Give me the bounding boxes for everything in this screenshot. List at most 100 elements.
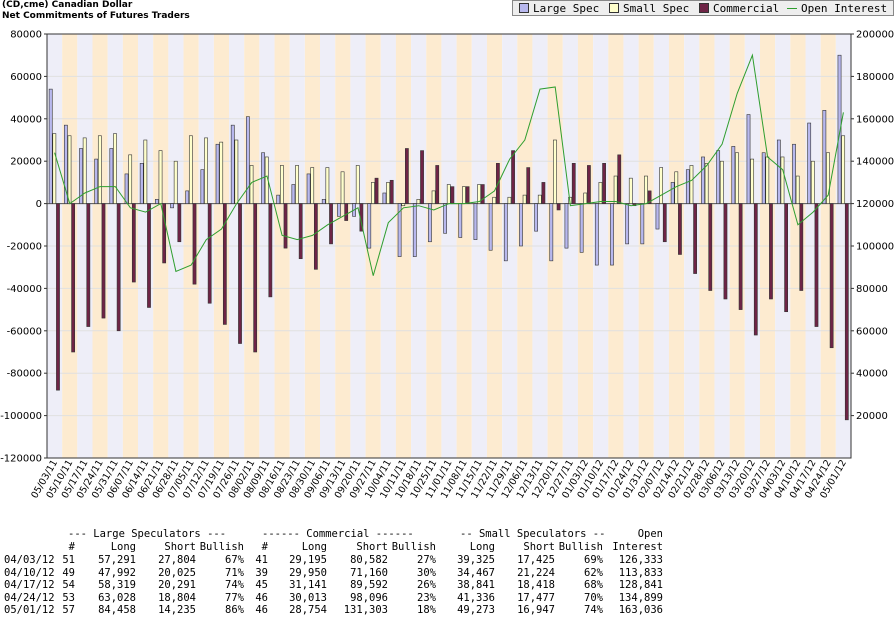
bar-commercial-50 [814, 203, 819, 327]
y-tick-label-8: -80000 [7, 369, 42, 380]
bar-commercial-44 [723, 203, 728, 300]
bar-small-spec-7 [158, 150, 163, 204]
bar-commercial-0 [56, 203, 60, 391]
bar-commercial-37 [617, 154, 622, 204]
row-1-cell-8: 34,467 [457, 566, 495, 579]
bar-commercial-23 [405, 148, 409, 204]
bar-large-spec-19 [337, 203, 341, 217]
bar-commercial-15 [283, 203, 288, 249]
bar-large-spec-38 [625, 203, 630, 245]
bar-large-spec-37 [610, 203, 614, 266]
bar-small-spec-33 [553, 139, 557, 204]
row-2-cell-1: 58,319 [98, 579, 136, 591]
legend-swatch-small-spec [609, 3, 619, 13]
bar-large-spec-52 [837, 54, 842, 204]
row-0-cell-8: 39,325 [457, 554, 495, 566]
bar-large-spec-17 [306, 173, 311, 204]
bar-small-spec-9 [188, 135, 193, 204]
bar-commercial-8 [177, 203, 182, 243]
bar-small-spec-17 [310, 167, 315, 204]
bar-large-spec-10 [200, 169, 205, 204]
bar-small-spec-50 [810, 160, 815, 204]
row-4-cell-7: 18% [417, 604, 436, 616]
y2-tick-label-0: 200000 [856, 30, 894, 41]
row-1-cell-2: 20,025 [158, 566, 196, 579]
bar-commercial-9 [192, 203, 197, 285]
legend-item-commercial: Commercial [699, 2, 779, 15]
bar-commercial-16 [298, 203, 303, 260]
bar-commercial-11 [222, 203, 227, 325]
column-header-7: Bullish [391, 541, 436, 553]
bar-commercial-6 [147, 203, 151, 308]
bar-large-spec-36 [594, 203, 599, 266]
row-0-cell-5: 29,195 [289, 554, 327, 566]
bar-commercial-41 [678, 203, 682, 255]
row-3-cell-7: 23% [417, 591, 436, 604]
legend-label-large-spec: Large Spec [533, 2, 600, 15]
row-2-cell-4: 45 [255, 579, 268, 591]
row-4-cell-0: 57 [62, 604, 75, 616]
bar-large-spec-33 [549, 203, 554, 262]
y-tick-label-6: -40000 [7, 284, 42, 295]
row-date-1: 04/10/12 [4, 566, 55, 579]
bar-small-spec-11 [219, 141, 224, 204]
bar-large-spec-15 [276, 194, 281, 204]
bar-small-spec-12 [234, 139, 239, 204]
row-3-cell-5: 30,013 [289, 591, 327, 604]
row-1-cell-3: 71% [225, 566, 244, 579]
bar-commercial-26 [450, 186, 455, 204]
bar-commercial-10 [207, 203, 212, 304]
row-date-0: 04/03/12 [4, 554, 55, 566]
bar-large-spec-50 [807, 122, 812, 204]
row-2-cell-9: 18,418 [517, 579, 555, 591]
column-header-6: Short [356, 541, 388, 553]
y-tick-label-9: -100000 [0, 411, 42, 422]
column-header-9: Short [523, 541, 555, 553]
bar-small-spec-45 [735, 152, 739, 204]
bar-large-spec-32 [534, 203, 538, 232]
bar-commercial-5 [131, 203, 136, 283]
y2-tick-label-4: 120000 [856, 199, 894, 210]
bar-commercial-17 [313, 203, 318, 270]
y2-tick-label-5: 100000 [856, 242, 894, 253]
bar-commercial-36 [602, 163, 606, 204]
column-header-8: Long [469, 541, 495, 553]
row-4-cell-9: 16,947 [517, 604, 555, 616]
bar-large-spec-21 [367, 203, 372, 249]
row-4-cell-10: 74% [584, 604, 603, 616]
bar-large-spec-44 [716, 150, 721, 204]
row-4-cell-2: 14,235 [158, 604, 196, 616]
bar-commercial-52 [844, 203, 849, 421]
y2-tick-label-7: 60000 [856, 326, 888, 337]
bar-commercial-27 [465, 186, 470, 204]
bar-large-spec-28 [473, 203, 478, 240]
bar-commercial-3 [101, 203, 106, 319]
bar-commercial-14 [268, 203, 273, 298]
bar-small-spec-0 [52, 133, 57, 204]
legend: Large Spec Small Spec Commercial Open In… [512, 0, 894, 16]
row-3-cell-2: 18,804 [158, 591, 196, 604]
bar-small-spec-40 [659, 167, 663, 204]
row-0-cell-0: 51 [62, 554, 75, 566]
bar-large-spec-5 [124, 173, 129, 204]
row-0-cell-9: 17,425 [517, 554, 555, 566]
row-1-cell-7: 30% [417, 566, 436, 579]
bar-commercial-43 [708, 203, 713, 291]
row-2-cell-8: 38,841 [457, 579, 495, 591]
bar-large-spec-30 [503, 203, 508, 262]
row-3-cell-9: 17,477 [517, 591, 555, 604]
bar-commercial-2 [86, 203, 91, 327]
bar-large-spec-46 [746, 114, 751, 204]
y-tick-label-10: -120000 [0, 454, 42, 465]
row-1-cell-9: 21,224 [517, 566, 555, 579]
legend-swatch-large-spec [519, 3, 529, 13]
bar-large-spec-51 [822, 110, 827, 204]
bar-large-spec-39 [640, 203, 645, 245]
bar-commercial-40 [662, 203, 667, 243]
chart-title-line1: (CD,cme) Canadian Dollar [2, 0, 133, 10]
bar-commercial-7 [162, 203, 167, 264]
bar-commercial-19 [344, 203, 349, 221]
bar-small-spec-24 [416, 199, 421, 204]
bar-large-spec-24 [412, 203, 417, 257]
row-2-cell-5: 31,141 [289, 579, 327, 591]
